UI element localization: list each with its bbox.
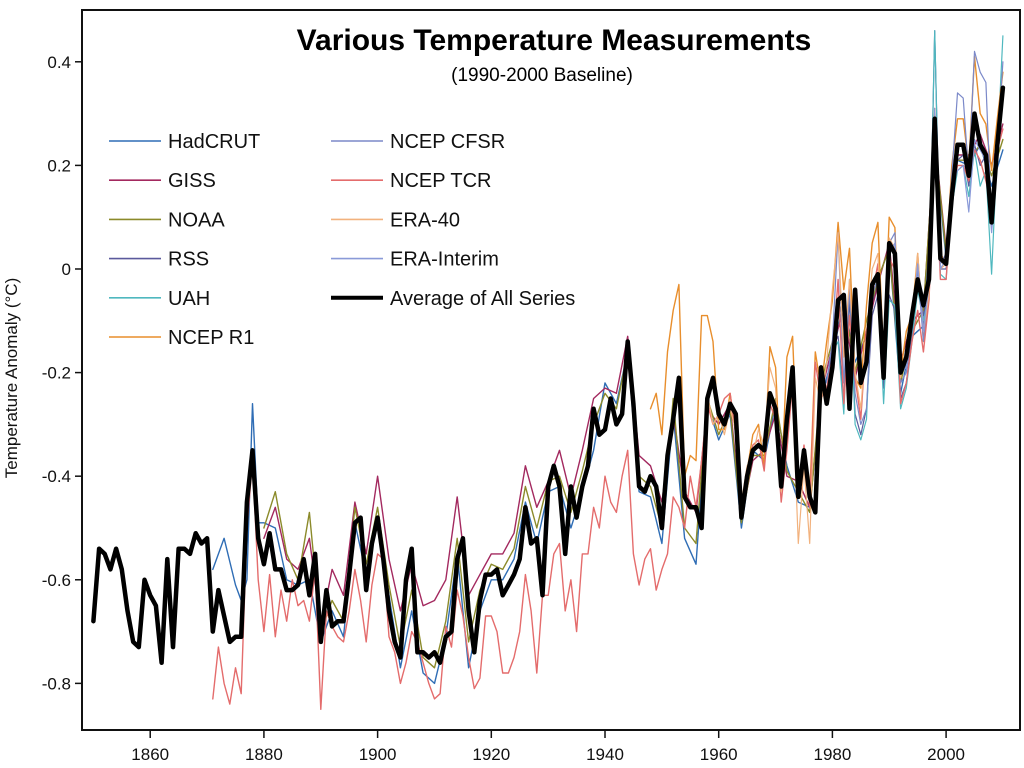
legend-label: NOAA [168,209,225,231]
legend-label: NCEP R1 [168,327,254,349]
legend-label: NCEP TCR [390,170,492,192]
x-axis: 1860 1880 1900 1920 1940 1960 1980 2000 [131,730,965,764]
y-tick-label: 0.4 [47,53,71,72]
legend: HadCRUT GISS NOAA RSS UAH NCEP R1 NCEP CFSR NCE… [109,131,575,349]
chart-title: Various Temperature Measurements [297,24,812,57]
y-tick-label: 0.2 [47,156,71,175]
legend-label: NCEP CFSR [390,131,505,153]
x-tick-label: 1960 [700,745,738,764]
legend-label: ERA-Interim [390,249,499,271]
y-axis: -0.8 -0.6 -0.4 -0.2 0 0.2 0.4 [42,53,82,693]
y-tick-label: -0.6 [42,571,71,590]
y-tick-label: 0 [62,260,71,279]
x-tick-label: 1920 [472,745,510,764]
legend-item: GISS [109,170,216,192]
legend-label: ERA-40 [390,209,460,231]
legend-item: NCEP R1 [109,327,254,349]
legend-item: NCEP TCR [331,170,492,192]
legend-item: NOAA [109,209,225,231]
legend-label: GISS [168,170,216,192]
legend-item: ERA-Interim [331,249,499,271]
legend-item: RSS [109,249,209,271]
x-tick-label: 1860 [131,745,169,764]
legend-item: ERA-40 [331,209,460,231]
legend-label: HadCRUT [168,131,260,153]
x-tick-label: 1880 [245,745,283,764]
legend-label: Average of All Series [390,288,575,310]
series-line-average-of-all-series [91,85,1006,665]
y-tick-label: -0.4 [42,467,71,486]
series-layer [91,30,1006,710]
y-tick-label: -0.2 [42,364,71,383]
plot-frame [81,9,1021,731]
x-tick-label: 1980 [813,745,851,764]
legend-label: RSS [168,249,209,271]
legend-item: Average of All Series [331,288,575,310]
y-tick-label: -0.8 [42,674,71,693]
legend-item: NCEP CFSR [331,131,505,153]
legend-item: HadCRUT [109,131,260,153]
chart-subtitle: (1990-2000 Baseline) [451,65,633,86]
x-tick-label: 1900 [359,745,397,764]
y-axis-label: Temperature Anomaly (°C) [2,278,21,478]
legend-item: UAH [109,288,210,310]
legend-label: UAH [168,288,210,310]
x-tick-label: 2000 [927,745,965,764]
x-tick-label: 1940 [586,745,624,764]
